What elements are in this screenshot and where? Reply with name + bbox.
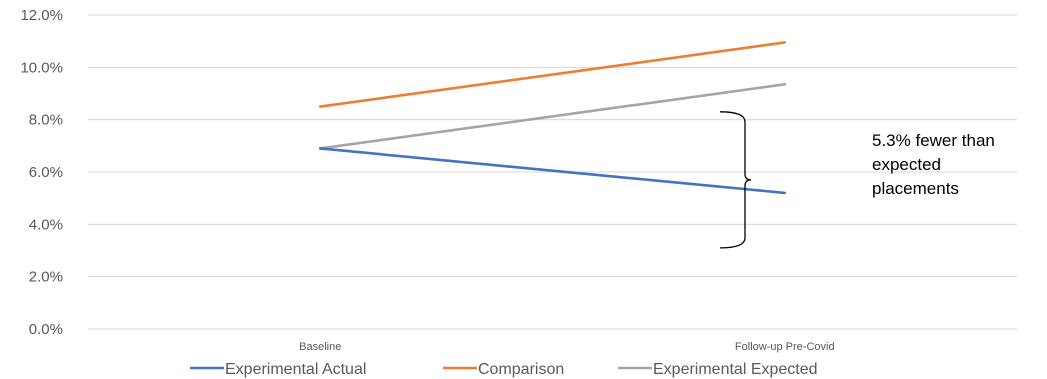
- y-axis-tick-labels: 0.0% 2.0% 4.0% 6.0% 8.0% 10.0% 12.0%: [20, 7, 63, 338]
- series-lines: [318, 41, 787, 195]
- x-category-label: Baseline: [299, 341, 341, 353]
- annotation-line-2: expected: [872, 155, 941, 174]
- x-category-label: Follow-up Pre-Covid: [735, 341, 835, 353]
- annotation-bracket: [719, 111, 752, 249]
- legend-label: Experimental Expected: [653, 361, 818, 378]
- legend-label: Comparison: [478, 361, 564, 378]
- annotation-line-1: 5.3% fewer than: [872, 131, 995, 150]
- series-line-comparison: [318, 41, 787, 108]
- series-line-experimental-actual: [318, 147, 787, 195]
- x-axis-category-labels: Baseline Follow-up Pre-Covid: [299, 341, 834, 353]
- y-tick-label: 2.0%: [29, 269, 63, 286]
- y-tick-label: 8.0%: [29, 112, 63, 129]
- y-tick-label: 12.0%: [20, 7, 63, 24]
- series-line-experimental-expected: [318, 83, 787, 150]
- legend-label: Experimental Actual: [225, 361, 366, 378]
- annotation-line-3: placements: [872, 179, 959, 198]
- gridlines: [88, 14, 1017, 330]
- y-tick-label: 0.0%: [29, 321, 63, 338]
- y-tick-label: 6.0%: [29, 164, 63, 181]
- legend: Experimental Actual Comparison Experimenta…: [190, 361, 818, 378]
- y-tick-label: 4.0%: [29, 216, 63, 233]
- annotation: 5.3% fewer than expected placements: [719, 111, 995, 249]
- y-tick-label: 10.0%: [20, 59, 63, 76]
